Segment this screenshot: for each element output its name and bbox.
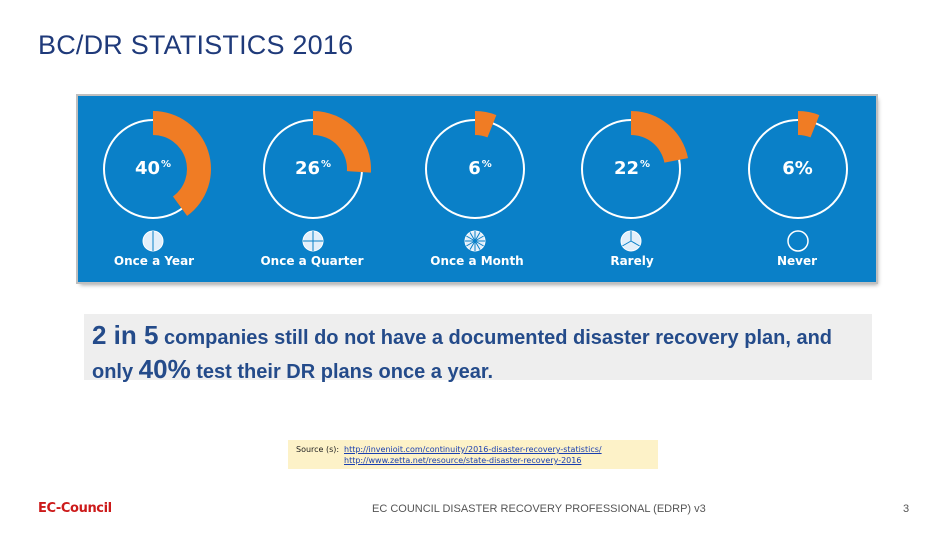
- pie-3-slices-icon-divider: [630, 240, 640, 247]
- arc-once-a-month: [475, 111, 497, 138]
- stat-value-never: 6%: [782, 158, 813, 179]
- infographic-panel: 40% 26% 6% 22% 6% Once a Year Once a Qua…: [78, 96, 876, 282]
- page-number: 3: [903, 503, 910, 515]
- stat-label-never: Never: [776, 254, 818, 268]
- empty-circle-icon: [787, 230, 809, 252]
- stat-label-once-a-month: Once a Month: [430, 254, 524, 268]
- pie-12-slices-icon-divider: [469, 232, 476, 242]
- slide-title: BC/DR STATISTICS 2016: [38, 30, 354, 60]
- pie-12-slices-icon-divider: [466, 235, 476, 242]
- pie-12-slices-icon-divider: [466, 240, 476, 247]
- source-box: Source (s): http://invenioit.com/continu…: [288, 440, 658, 469]
- pie-12-slices-icon-divider: [469, 240, 476, 250]
- stat-label-once-a-year: Once a Year: [113, 254, 195, 268]
- stat-value-once-a-year: 40%: [134, 158, 172, 179]
- callout-text: 2 in 5 companies still do not have a doc…: [92, 320, 833, 384]
- arc-once-a-quarter: [313, 111, 372, 173]
- source-link-zetta[interactable]: http://www.zetta.net/resource/state-disa…: [344, 456, 582, 465]
- pie-3-slices-icon-divider: [622, 240, 632, 247]
- stat-value-once-a-quarter: 26%: [294, 158, 332, 179]
- source-label: Source (s):: [296, 445, 340, 454]
- callout-highlight-ratio: 2 in 5: [92, 320, 159, 350]
- stat-label-rarely: Rarely: [610, 254, 654, 268]
- source-link-invenioit[interactable]: http://invenioit.com/continuity/2016-dis…: [344, 445, 602, 454]
- stat-label-once-a-quarter: Once a Quarter: [260, 254, 364, 268]
- ec-council-logo: EC-Council: [38, 501, 112, 516]
- arc-rarely: [631, 111, 688, 163]
- pie-12-slices-icon-divider: [474, 240, 484, 247]
- arc-never: [798, 111, 820, 138]
- ring-chart-canvas: [103, 111, 848, 252]
- stat-value-once-a-month: 6%: [468, 158, 492, 179]
- pie-12-slices-icon-divider: [474, 235, 484, 242]
- callout-box: 2 in 5 companies still do not have a doc…: [84, 314, 872, 384]
- pie-12-slices-icon-divider: [474, 232, 481, 242]
- pie-12-slices-icon-divider: [474, 240, 481, 250]
- arc-once-a-year: [153, 111, 211, 216]
- callout-highlight-percent: 40%: [138, 354, 191, 384]
- stat-value-rarely: 22%: [613, 158, 651, 179]
- footer-text: EC COUNCIL DISASTER RECOVERY PROFESSIONA…: [372, 503, 706, 515]
